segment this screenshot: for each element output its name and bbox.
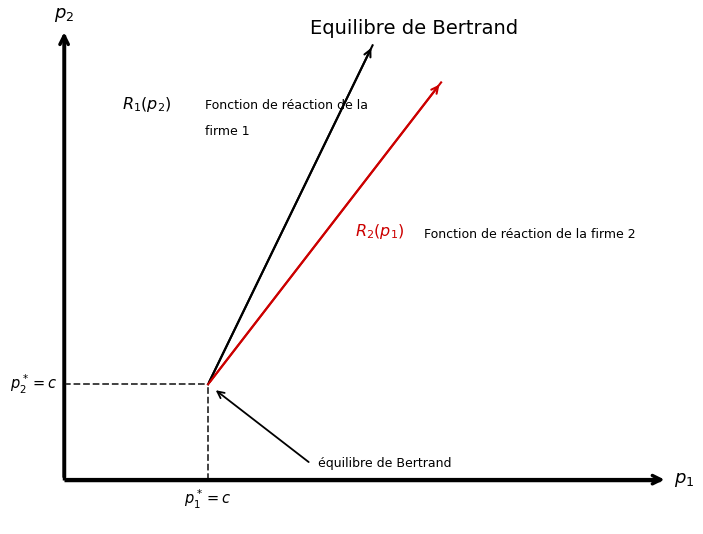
Text: Fonction de réaction de la: Fonction de réaction de la [205, 99, 368, 112]
Text: firme 1: firme 1 [205, 125, 250, 138]
Text: $p_2$: $p_2$ [54, 6, 75, 24]
Text: Fonction de réaction de la firme 2: Fonction de réaction de la firme 2 [424, 229, 636, 241]
Text: $p_1$: $p_1$ [674, 470, 695, 489]
Text: $p_2^* = c$: $p_2^* = c$ [10, 373, 57, 396]
Text: équilibre de Bertrand: équilibre de Bertrand [318, 457, 451, 470]
Text: $R_2(p_1)$: $R_2(p_1)$ [356, 222, 405, 241]
Text: $R_1(p_2)$: $R_1(p_2)$ [122, 95, 172, 114]
Text: Equilibre de Bertrand: Equilibre de Bertrand [309, 19, 518, 38]
Text: $p_1^* = c$: $p_1^* = c$ [184, 488, 232, 511]
